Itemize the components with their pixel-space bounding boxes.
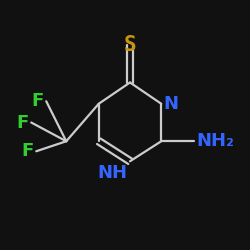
Text: NH₂: NH₂ <box>196 132 234 150</box>
Text: F: F <box>32 92 44 110</box>
Text: NH: NH <box>98 164 128 182</box>
Text: F: F <box>16 114 29 132</box>
Text: F: F <box>22 142 34 160</box>
Text: N: N <box>164 95 179 113</box>
Text: S: S <box>124 35 136 55</box>
